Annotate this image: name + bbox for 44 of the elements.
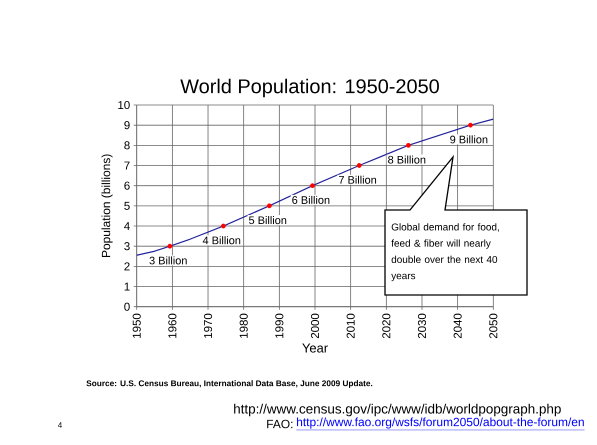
x-tick-label: 2000 — [310, 314, 320, 338]
y-tick-label: 4 — [124, 222, 130, 230]
text: FAO: — [267, 420, 292, 428]
x-tick-label: 1990 — [275, 314, 284, 338]
y-tick-label: 0 — [124, 302, 130, 311]
x-tick-label: 2040 — [454, 314, 462, 338]
point — [468, 122, 473, 128]
x-tick-label: 1960 — [168, 314, 176, 338]
y-axis-title: Population (billions) — [101, 154, 113, 258]
y-tick-label: 9 — [124, 121, 130, 130]
y-tick-label: 6 — [124, 182, 130, 190]
y-tick-label: 5 — [124, 202, 130, 210]
annotation: 5 Billion — [248, 216, 286, 224]
x-axis-title: Year — [302, 344, 328, 353]
y-tick-label: 7 — [124, 162, 130, 170]
y-tick-label: 3 — [124, 242, 130, 250]
y-tick-label: 8 — [124, 141, 130, 150]
text: http://www.fao.org/wsfs/forum2050/about-the-forum/en — [297, 417, 584, 429]
x-tick-label: 1980 — [240, 314, 248, 338]
x-tick-label: 1970 — [204, 314, 212, 338]
point — [406, 142, 411, 148]
point — [220, 224, 226, 228]
annotation: Global demand for food, feed & fiber will nearly double over the next 40 years — [391, 223, 499, 282]
point — [167, 244, 172, 249]
chart-title: World Population: 1950-2050 — [180, 78, 439, 98]
point — [356, 163, 362, 168]
annotation: 4 Billion — [202, 236, 240, 244]
x-tick-label: 2010 — [346, 314, 355, 338]
annotation: 7 Billion — [338, 176, 376, 184]
x-tick-label: 2050 — [489, 314, 498, 338]
annotation: 6 Billion — [292, 196, 330, 204]
point — [266, 203, 272, 208]
y-tick-label: 10 — [118, 100, 130, 110]
point — [310, 183, 315, 188]
x-tick-label: 1950 — [132, 314, 141, 338]
x-tick-label: 2030 — [418, 314, 426, 338]
annotation: 9 Billion — [450, 135, 488, 144]
x-tick-label: 2020 — [382, 314, 390, 338]
source-note: Source: U.S. Census Bureau, International Data Base, June 2009 Update. — [86, 380, 372, 388]
y-tick-label: 2 — [124, 262, 130, 270]
annotation: 8 Billion — [388, 156, 426, 164]
text: http://www.census.gov/ipc/www/idb/worldpopgraph.php — [234, 404, 561, 416]
annotation: 3 Billion — [149, 256, 187, 264]
y-tick-label: 1 — [124, 282, 130, 290]
